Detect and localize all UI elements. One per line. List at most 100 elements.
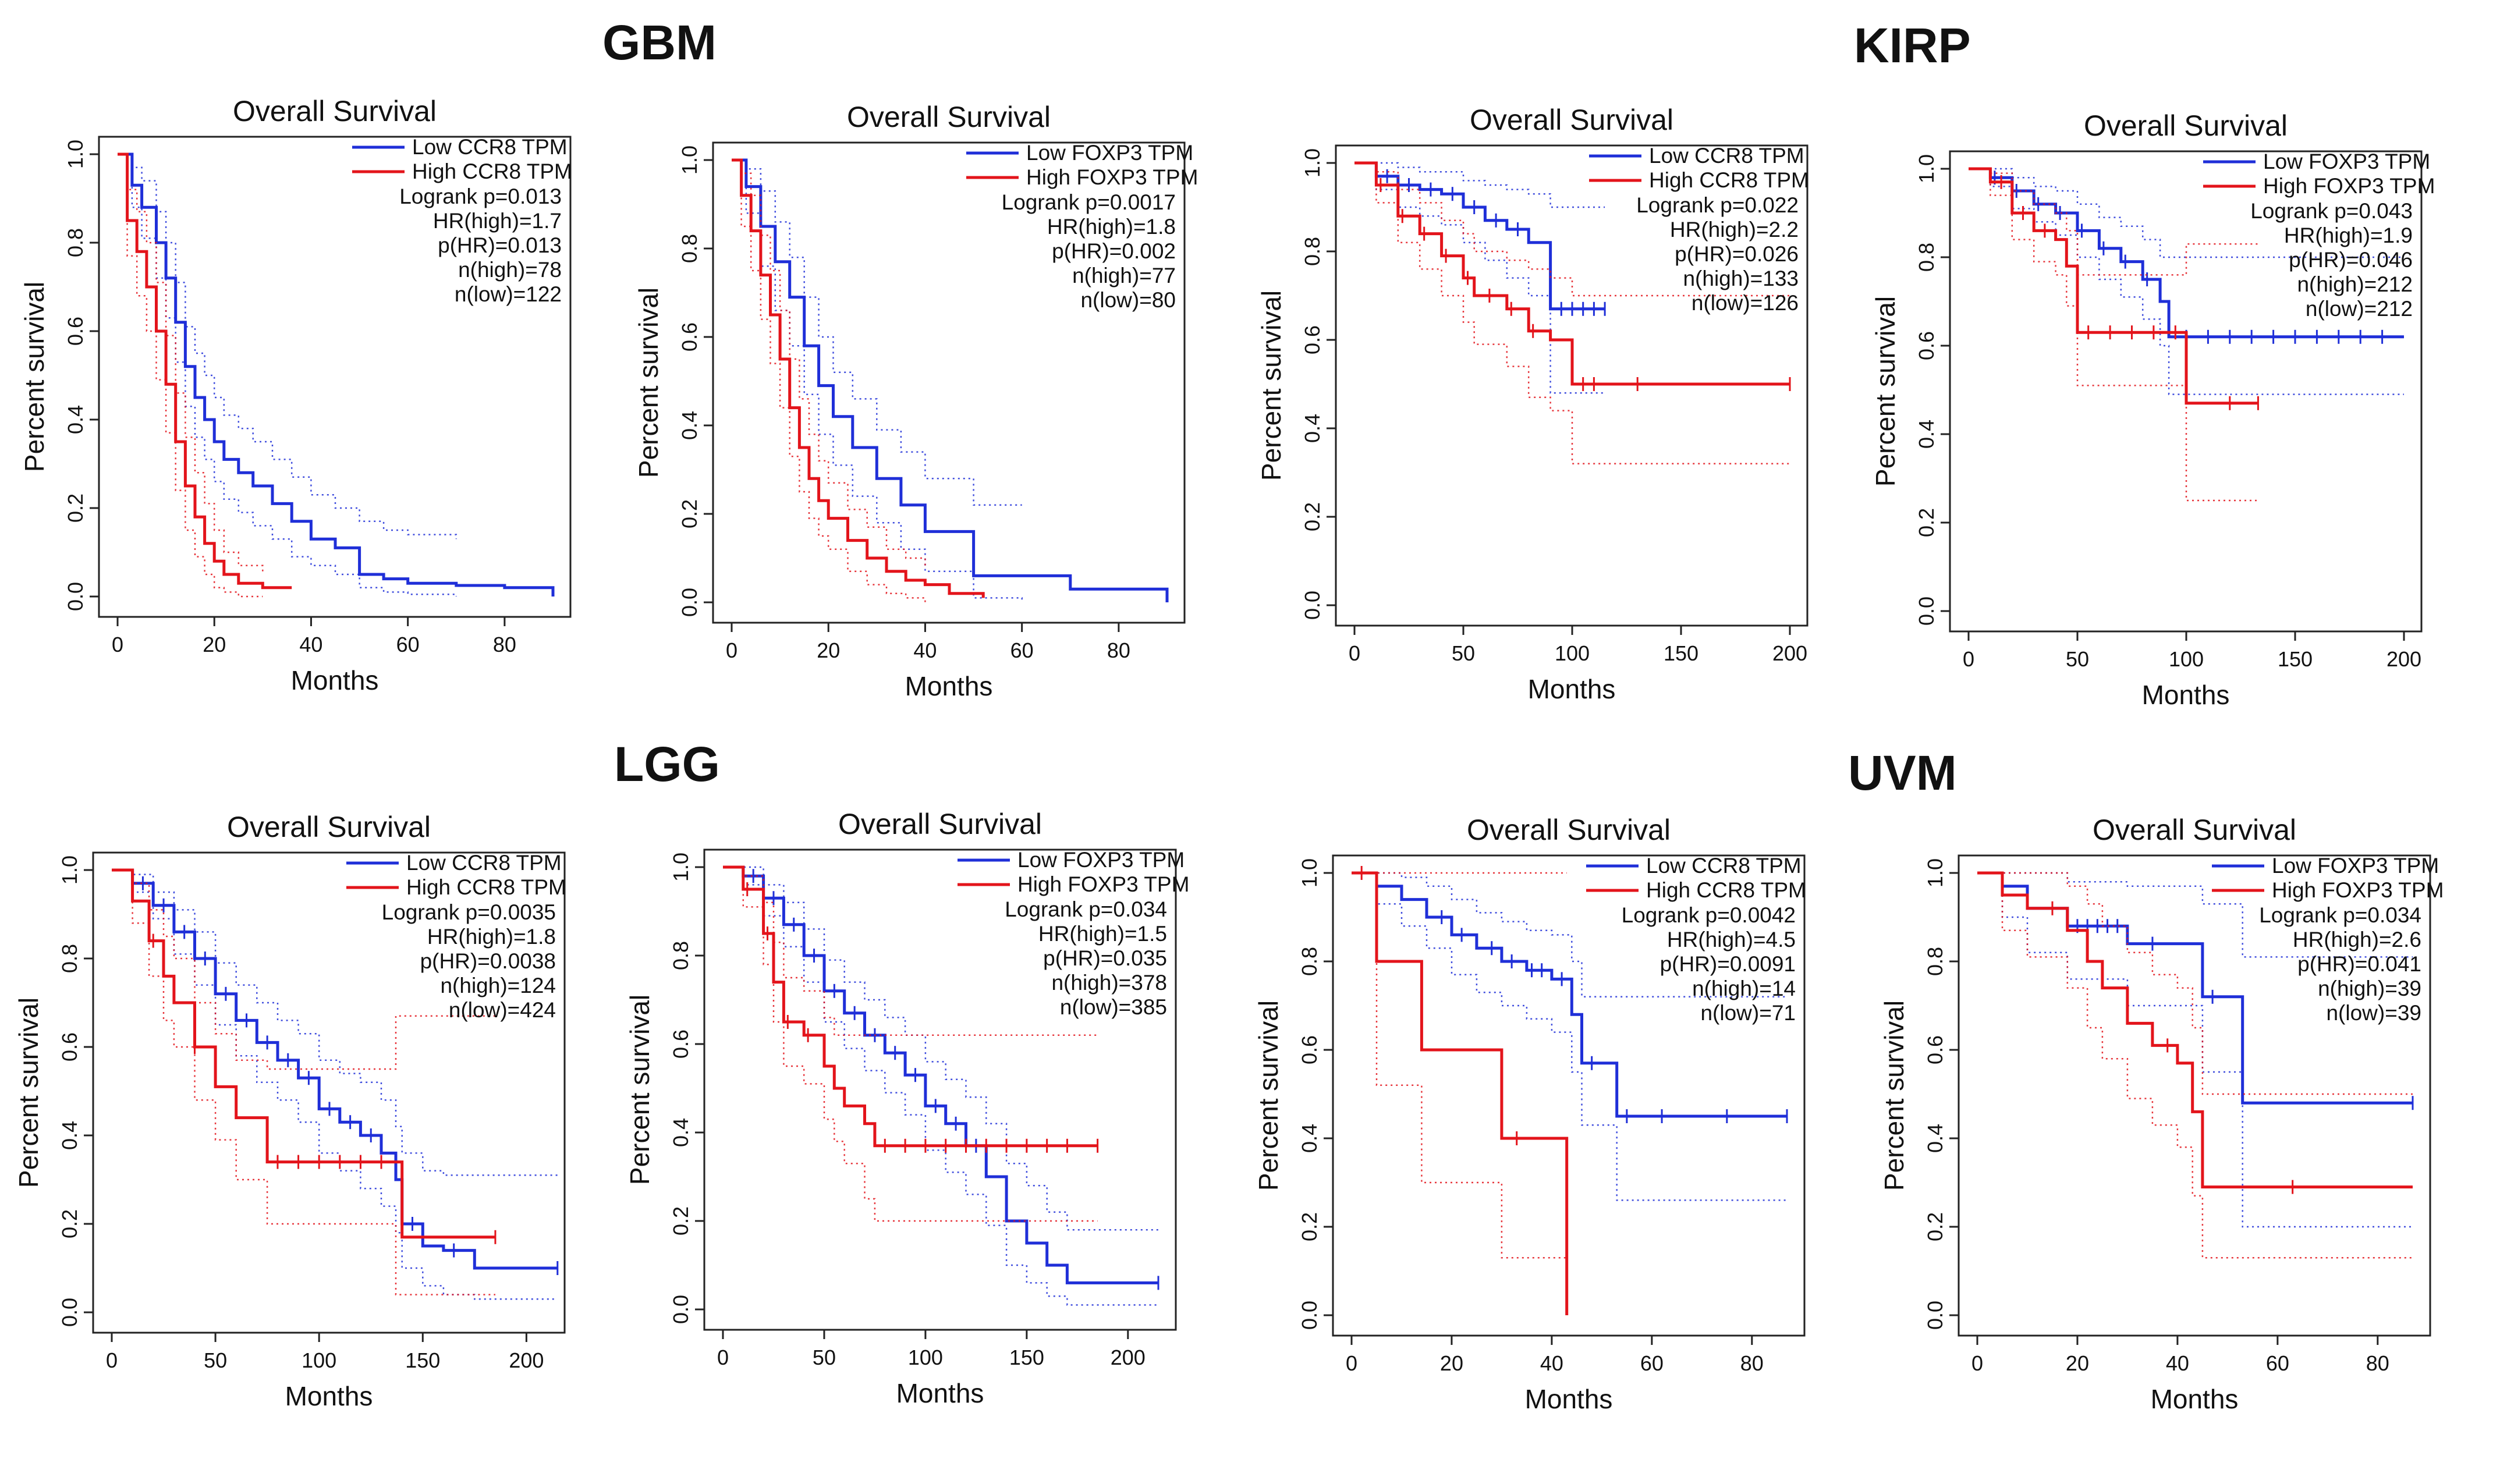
ci-upper-high [1354, 162, 1790, 297]
y-axis-label: Percent survival [1253, 1000, 1283, 1191]
chart-title: Overall Survival [2093, 814, 2296, 846]
stat-text: p(HR)=0.026 [1675, 242, 1799, 266]
survival-curve-high [732, 158, 985, 598]
x-tick-label: 20 [1440, 1351, 1463, 1375]
chart-title: Overall Survival [838, 808, 1042, 840]
x-axis-label: Months [1528, 674, 1616, 704]
y-tick-label: 0.2 [1914, 508, 1938, 537]
x-tick-label: 80 [493, 633, 516, 656]
survival-curve-low [1977, 871, 2413, 1105]
x-tick-label: 100 [302, 1348, 336, 1372]
y-tick-label: 0.6 [1923, 1035, 1947, 1064]
stat-text: HR(high)=1.8 [1047, 215, 1176, 239]
x-tick-label: 50 [204, 1348, 227, 1372]
legend-label: Low CCR8 TPM [1646, 854, 1802, 878]
y-tick-label: 1.0 [1300, 148, 1324, 177]
stat-text: n(low)=71 [1700, 1001, 1796, 1025]
y-tick-label: 1.0 [1923, 858, 1947, 887]
km-panel-kirp-ccr8: Overall Survival 0.0 0.2 0.4 0.6 0.8 1.0 0 50 100… [1249, 90, 1831, 774]
stat-text: Logrank p=0.0042 [1622, 903, 1796, 927]
y-tick-label: 0.2 [669, 1206, 693, 1236]
legend-label: Low CCR8 TPM [412, 135, 568, 159]
ci-upper-low [732, 159, 1022, 506]
x-tick-label: 0 [106, 1348, 118, 1372]
x-tick-label: 0 [1346, 1351, 1357, 1375]
x-tick-label: 50 [813, 1345, 836, 1369]
stat-text: p(HR)=0.0038 [420, 949, 556, 973]
y-tick-label: 0.4 [1914, 420, 1938, 449]
stat-text: p(HR)=0.013 [438, 233, 562, 257]
stat-text: n(high)=378 [1051, 971, 1167, 995]
x-axis-label: Months [905, 671, 993, 701]
y-tick-label: 0.2 [1297, 1212, 1321, 1241]
survival-curve-low [1354, 161, 1605, 311]
plot-frame [98, 136, 572, 618]
stat-text: n(high)=133 [1683, 267, 1799, 290]
y-tick-label: 1.0 [669, 853, 693, 882]
x-tick-label: 50 [2066, 647, 2089, 671]
x-axis-label: Months [2151, 1384, 2239, 1414]
x-tick-label: 50 [1452, 641, 1475, 665]
km-panel-uvm-foxp3: Overall Survival 0.0 0.2 0.4 0.6 0.8 1.0 0 20 40 6… [1871, 800, 2453, 1484]
km-panel-gbm-ccr8: Overall Survival 0.0 0.2 0.4 0.6 0.8 1.0 0 20 40 6… [12, 81, 594, 765]
y-tick-label: 0.8 [1297, 947, 1321, 976]
y-tick-label: 0.4 [1300, 414, 1324, 443]
y-axis-label: Percent survival [19, 282, 49, 472]
group-label-gbm: GBM [602, 15, 717, 70]
survival-curve-low [732, 158, 1169, 602]
group-label-uvm: UVM [1848, 745, 1957, 800]
ci-upper-low [118, 153, 458, 539]
x-tick-label: 80 [1740, 1351, 1764, 1375]
x-tick-label: 150 [405, 1348, 440, 1372]
x-tick-label: 20 [817, 638, 840, 662]
x-tick-label: 20 [2066, 1351, 2089, 1375]
y-tick-label: 0.0 [669, 1295, 693, 1324]
y-tick-label: 0.8 [58, 944, 81, 973]
x-tick-label: 0 [726, 638, 737, 662]
x-tick-label: 200 [1772, 641, 1807, 665]
chart-title: Overall Survival [847, 101, 1051, 133]
y-tick-label: 1.0 [1297, 858, 1321, 887]
stat-text: HR(high)=2.2 [1670, 218, 1799, 242]
y-tick-label: 0.4 [669, 1118, 693, 1147]
y-tick-label: 0.0 [1300, 591, 1324, 620]
x-axis-label: Months [896, 1378, 984, 1408]
legend-label: Low FOXP3 TPM [1017, 848, 1185, 872]
km-panel-lgg-ccr8: Overall Survival 0.0 0.2 0.4 0.6 0.8 1.0 0 50 100… [6, 797, 588, 1481]
ci-lower-high [1354, 162, 1790, 465]
legend-label: High FOXP3 TPM [1017, 872, 1189, 896]
ci-upper-high [118, 153, 264, 574]
y-tick-label: 0.8 [669, 941, 693, 970]
stat-text: n(high)=78 [458, 258, 562, 282]
y-tick-label: 0.4 [1297, 1124, 1321, 1153]
y-tick-label: 0.6 [1914, 331, 1938, 360]
ci-upper-high [112, 869, 495, 1070]
y-tick-label: 0.2 [678, 499, 701, 528]
x-tick-label: 0 [717, 1345, 729, 1369]
y-axis-label: Percent survival [13, 997, 44, 1188]
legend-label: Low FOXP3 TPM [1026, 141, 1193, 165]
ci-lower-high [1352, 872, 1567, 1259]
y-tick-label: 0.2 [1923, 1212, 1947, 1241]
survival-curve-high [723, 865, 1098, 1148]
group-label-kirp: KIRP [1854, 18, 1971, 73]
y-tick-label: 0.0 [678, 588, 701, 617]
survival-curve-high [1352, 871, 1569, 1315]
ci-lower-high [732, 159, 926, 602]
stat-text: Logrank p=0.013 [399, 184, 562, 208]
y-tick-label: 0.0 [58, 1298, 81, 1327]
legend-label: High CCR8 TPM [1649, 168, 1809, 192]
survival-curve-high [1977, 871, 2413, 1189]
stat-text: n(low)=385 [1060, 995, 1167, 1019]
ci-upper-low [1352, 872, 1787, 998]
legend-label: Low FOXP3 TPM [2272, 854, 2439, 878]
y-tick-label: 0.2 [58, 1209, 81, 1238]
stat-text: Logrank p=0.0017 [1002, 190, 1176, 214]
stat-text: HR(high)=1.8 [427, 925, 556, 949]
stat-text: n(high)=212 [2297, 272, 2413, 296]
plot-frame [1958, 854, 2431, 1337]
x-tick-label: 150 [2278, 647, 2313, 671]
stat-text: n(low)=122 [455, 282, 562, 306]
x-tick-label: 20 [203, 633, 226, 656]
x-tick-label: 40 [1540, 1351, 1563, 1375]
